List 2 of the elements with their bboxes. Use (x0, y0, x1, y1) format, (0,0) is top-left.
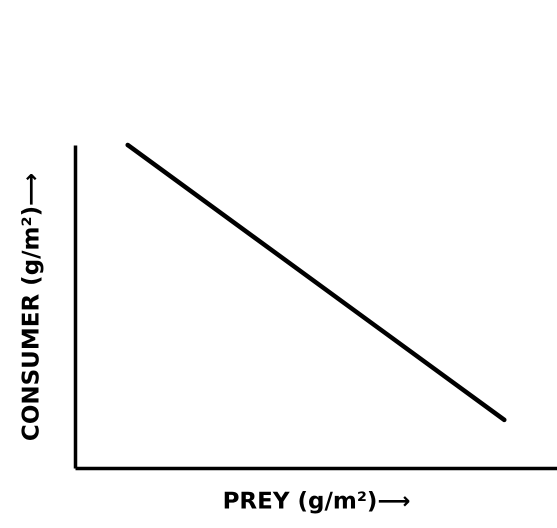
x-axis-title: PREY (g/m²)⟶ (222, 488, 410, 514)
y-axis-title: CONSUMER (g/m²)⟶ (18, 172, 44, 442)
